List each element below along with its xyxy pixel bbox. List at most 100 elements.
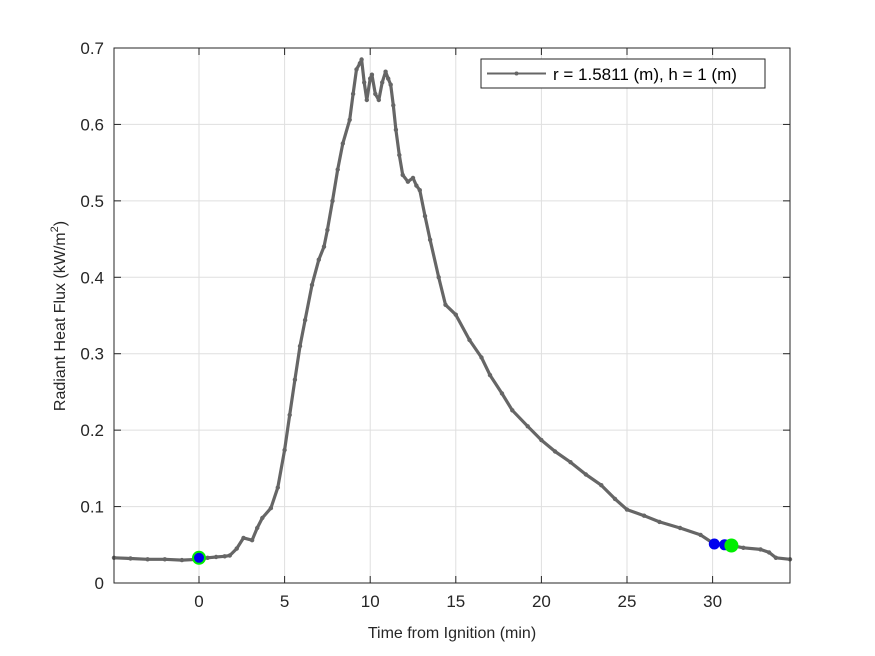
series-point bbox=[222, 554, 227, 559]
grid-lines bbox=[114, 48, 790, 583]
x-tick-label: 15 bbox=[446, 592, 465, 611]
series-point bbox=[391, 103, 396, 108]
series-point bbox=[427, 237, 433, 242]
series-point bbox=[380, 80, 385, 85]
series-point bbox=[350, 91, 356, 97]
x-tick-label: 25 bbox=[618, 592, 637, 611]
series-point bbox=[624, 507, 630, 512]
series-point bbox=[417, 188, 422, 193]
series-point bbox=[340, 141, 345, 146]
series-point bbox=[657, 519, 662, 525]
series-point bbox=[612, 496, 618, 502]
series-point bbox=[260, 515, 265, 521]
series-point bbox=[213, 554, 219, 560]
series-point bbox=[357, 61, 363, 66]
plot-area bbox=[114, 48, 790, 583]
series-point bbox=[467, 337, 472, 343]
y-tick-label: 0.5 bbox=[80, 192, 104, 211]
series-point bbox=[316, 257, 321, 262]
series-point bbox=[145, 557, 150, 562]
x-tick-label: 0 bbox=[194, 592, 203, 611]
series-point bbox=[282, 447, 287, 453]
x-tick-label: 10 bbox=[361, 592, 380, 611]
series-point bbox=[205, 555, 210, 560]
y-tick-label: 0.4 bbox=[80, 268, 104, 287]
series-point bbox=[539, 437, 544, 443]
series-point bbox=[128, 556, 133, 561]
series-point bbox=[773, 555, 779, 560]
series-point bbox=[376, 97, 381, 103]
end-blue-1-marker bbox=[708, 538, 720, 550]
y-tick-label: 0.7 bbox=[80, 39, 104, 58]
series-line bbox=[112, 57, 792, 562]
x-tick-label: 5 bbox=[280, 592, 289, 611]
series-point bbox=[758, 547, 763, 552]
y-axis-label: Radiant Heat Flux (kW/m2) bbox=[49, 221, 69, 411]
legend: r = 1.5811 (m), h = 1 (m) bbox=[480, 58, 766, 89]
series-point bbox=[422, 213, 428, 219]
y-axis-label-main: Radiant Heat Flux (kW/m bbox=[52, 232, 69, 411]
series-point bbox=[297, 343, 303, 349]
start-blue-marker bbox=[194, 552, 204, 563]
series-point bbox=[393, 127, 399, 132]
series-point bbox=[453, 312, 458, 317]
y-tick-label: 0.1 bbox=[80, 498, 104, 517]
series-point bbox=[698, 532, 703, 538]
series-point bbox=[414, 183, 419, 188]
data-series bbox=[111, 57, 793, 563]
series-point bbox=[510, 408, 515, 413]
series-point bbox=[330, 198, 335, 204]
series-point bbox=[302, 317, 308, 323]
legend-label: r = 1.5811 (m), h = 1 (m) bbox=[553, 65, 737, 84]
y-tick-label: 0.2 bbox=[80, 421, 104, 440]
series-point bbox=[641, 513, 647, 518]
x-tick-label: 20 bbox=[532, 592, 551, 611]
series-point bbox=[364, 97, 369, 103]
series-point bbox=[568, 460, 573, 465]
highlight-markers bbox=[192, 538, 739, 565]
series-point bbox=[162, 557, 167, 562]
series-point bbox=[275, 485, 280, 490]
y-tick-label: 0.3 bbox=[80, 345, 104, 364]
series-point bbox=[400, 172, 405, 178]
series-point bbox=[368, 76, 373, 81]
series-point bbox=[499, 391, 505, 396]
series-point bbox=[227, 553, 232, 558]
series-point bbox=[354, 67, 359, 72]
axis-ticks bbox=[114, 47, 790, 584]
y-axis-label-suffix: ) bbox=[52, 221, 69, 226]
y-tick-label: 0 bbox=[95, 574, 104, 593]
series-point bbox=[268, 505, 274, 511]
series-point bbox=[359, 57, 364, 62]
series-point bbox=[335, 167, 340, 172]
series-point bbox=[179, 557, 185, 563]
series-point bbox=[249, 538, 255, 543]
series-point bbox=[443, 302, 448, 307]
series-point bbox=[766, 550, 772, 555]
series-point bbox=[255, 525, 260, 531]
series-point bbox=[397, 152, 402, 158]
x-axis-label: Time from Ignition (min) bbox=[368, 625, 536, 642]
series-point bbox=[436, 275, 441, 280]
series-point bbox=[405, 179, 411, 184]
series-point bbox=[321, 244, 327, 249]
axes-box bbox=[113, 47, 791, 584]
series-point bbox=[410, 175, 416, 181]
series-point bbox=[292, 377, 298, 382]
series-point bbox=[386, 76, 391, 81]
series-point bbox=[347, 117, 352, 123]
series-point bbox=[325, 227, 330, 233]
series-point bbox=[487, 372, 493, 378]
series-point bbox=[583, 472, 589, 477]
y-tick-labels: 0 0.1 0.2 0.3 0.4 0.5 0.6 0.7 bbox=[80, 39, 104, 593]
y-tick-label: 0.6 bbox=[80, 115, 104, 134]
series-point bbox=[309, 282, 315, 288]
series-point bbox=[552, 449, 558, 454]
legend-marker-icon bbox=[514, 71, 519, 76]
series-point bbox=[383, 69, 388, 74]
series-point bbox=[373, 91, 378, 97]
x-tick-label: 30 bbox=[703, 592, 722, 611]
series-point bbox=[479, 355, 484, 360]
series-point bbox=[362, 80, 367, 85]
